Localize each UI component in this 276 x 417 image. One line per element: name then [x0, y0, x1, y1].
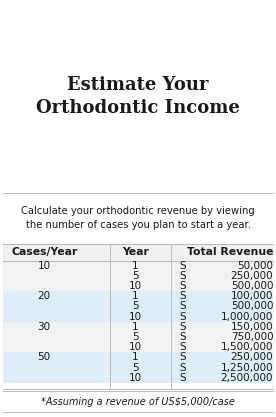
Text: 5: 5	[132, 271, 139, 281]
Text: 500,000: 500,000	[231, 281, 273, 291]
Text: 30: 30	[38, 322, 51, 332]
Text: 1,250,000: 1,250,000	[221, 363, 273, 373]
Text: Cases/Year: Cases/Year	[11, 247, 77, 257]
Text: 1: 1	[132, 291, 139, 301]
Text: S: S	[179, 271, 186, 281]
Text: 1: 1	[132, 352, 139, 362]
Text: S: S	[179, 261, 186, 271]
Bar	[3, 352, 273, 362]
Bar	[3, 244, 273, 261]
Text: 250,000: 250,000	[231, 271, 273, 281]
Bar	[3, 301, 273, 311]
Text: S: S	[179, 332, 186, 342]
Text: 1: 1	[132, 322, 139, 332]
Text: 10: 10	[129, 373, 142, 383]
Text: S: S	[179, 363, 186, 373]
Text: S: S	[179, 291, 186, 301]
Text: 5: 5	[132, 363, 139, 373]
Text: S: S	[179, 311, 186, 322]
Bar	[3, 332, 273, 342]
Text: 1,000,000: 1,000,000	[221, 311, 273, 322]
Text: 50,000: 50,000	[237, 261, 273, 271]
Bar	[3, 261, 273, 271]
Text: Year: Year	[122, 247, 149, 257]
Text: 20: 20	[38, 291, 51, 301]
Bar	[3, 291, 273, 301]
Text: *Assuming a revenue of US$5,000/case: *Assuming a revenue of US$5,000/case	[41, 397, 235, 407]
Text: Estimate Your
Orthodontic Income: Estimate Your Orthodontic Income	[36, 76, 240, 117]
Text: 150,000: 150,000	[231, 322, 273, 332]
Text: 750,000: 750,000	[231, 332, 273, 342]
Text: 10: 10	[38, 261, 51, 271]
Text: 5: 5	[132, 301, 139, 311]
Text: 2,500,000: 2,500,000	[221, 373, 273, 383]
Text: S: S	[179, 373, 186, 383]
Bar	[3, 383, 273, 389]
Bar	[3, 342, 273, 352]
Text: 100,000: 100,000	[231, 291, 273, 301]
Text: Total Revenue: Total Revenue	[187, 247, 273, 257]
Bar	[3, 362, 273, 373]
Text: 500,000: 500,000	[231, 301, 273, 311]
Text: 5: 5	[132, 332, 139, 342]
Text: 10: 10	[129, 281, 142, 291]
Text: Calculate your orthodontic revenue by viewing
the number of cases you plan to st: Calculate your orthodontic revenue by vi…	[21, 206, 255, 230]
Text: S: S	[179, 281, 186, 291]
Text: S: S	[179, 301, 186, 311]
Bar	[3, 271, 273, 281]
Bar	[3, 322, 273, 332]
Text: S: S	[179, 352, 186, 362]
Bar	[3, 373, 273, 383]
Bar	[3, 281, 273, 291]
Text: 1: 1	[132, 261, 139, 271]
Text: 50: 50	[38, 352, 51, 362]
Text: 10: 10	[129, 311, 142, 322]
Text: 10: 10	[129, 342, 142, 352]
Text: 250,000: 250,000	[231, 352, 273, 362]
Text: S: S	[179, 342, 186, 352]
Text: 1,500,000: 1,500,000	[221, 342, 273, 352]
Text: S: S	[179, 322, 186, 332]
Bar	[3, 311, 273, 322]
